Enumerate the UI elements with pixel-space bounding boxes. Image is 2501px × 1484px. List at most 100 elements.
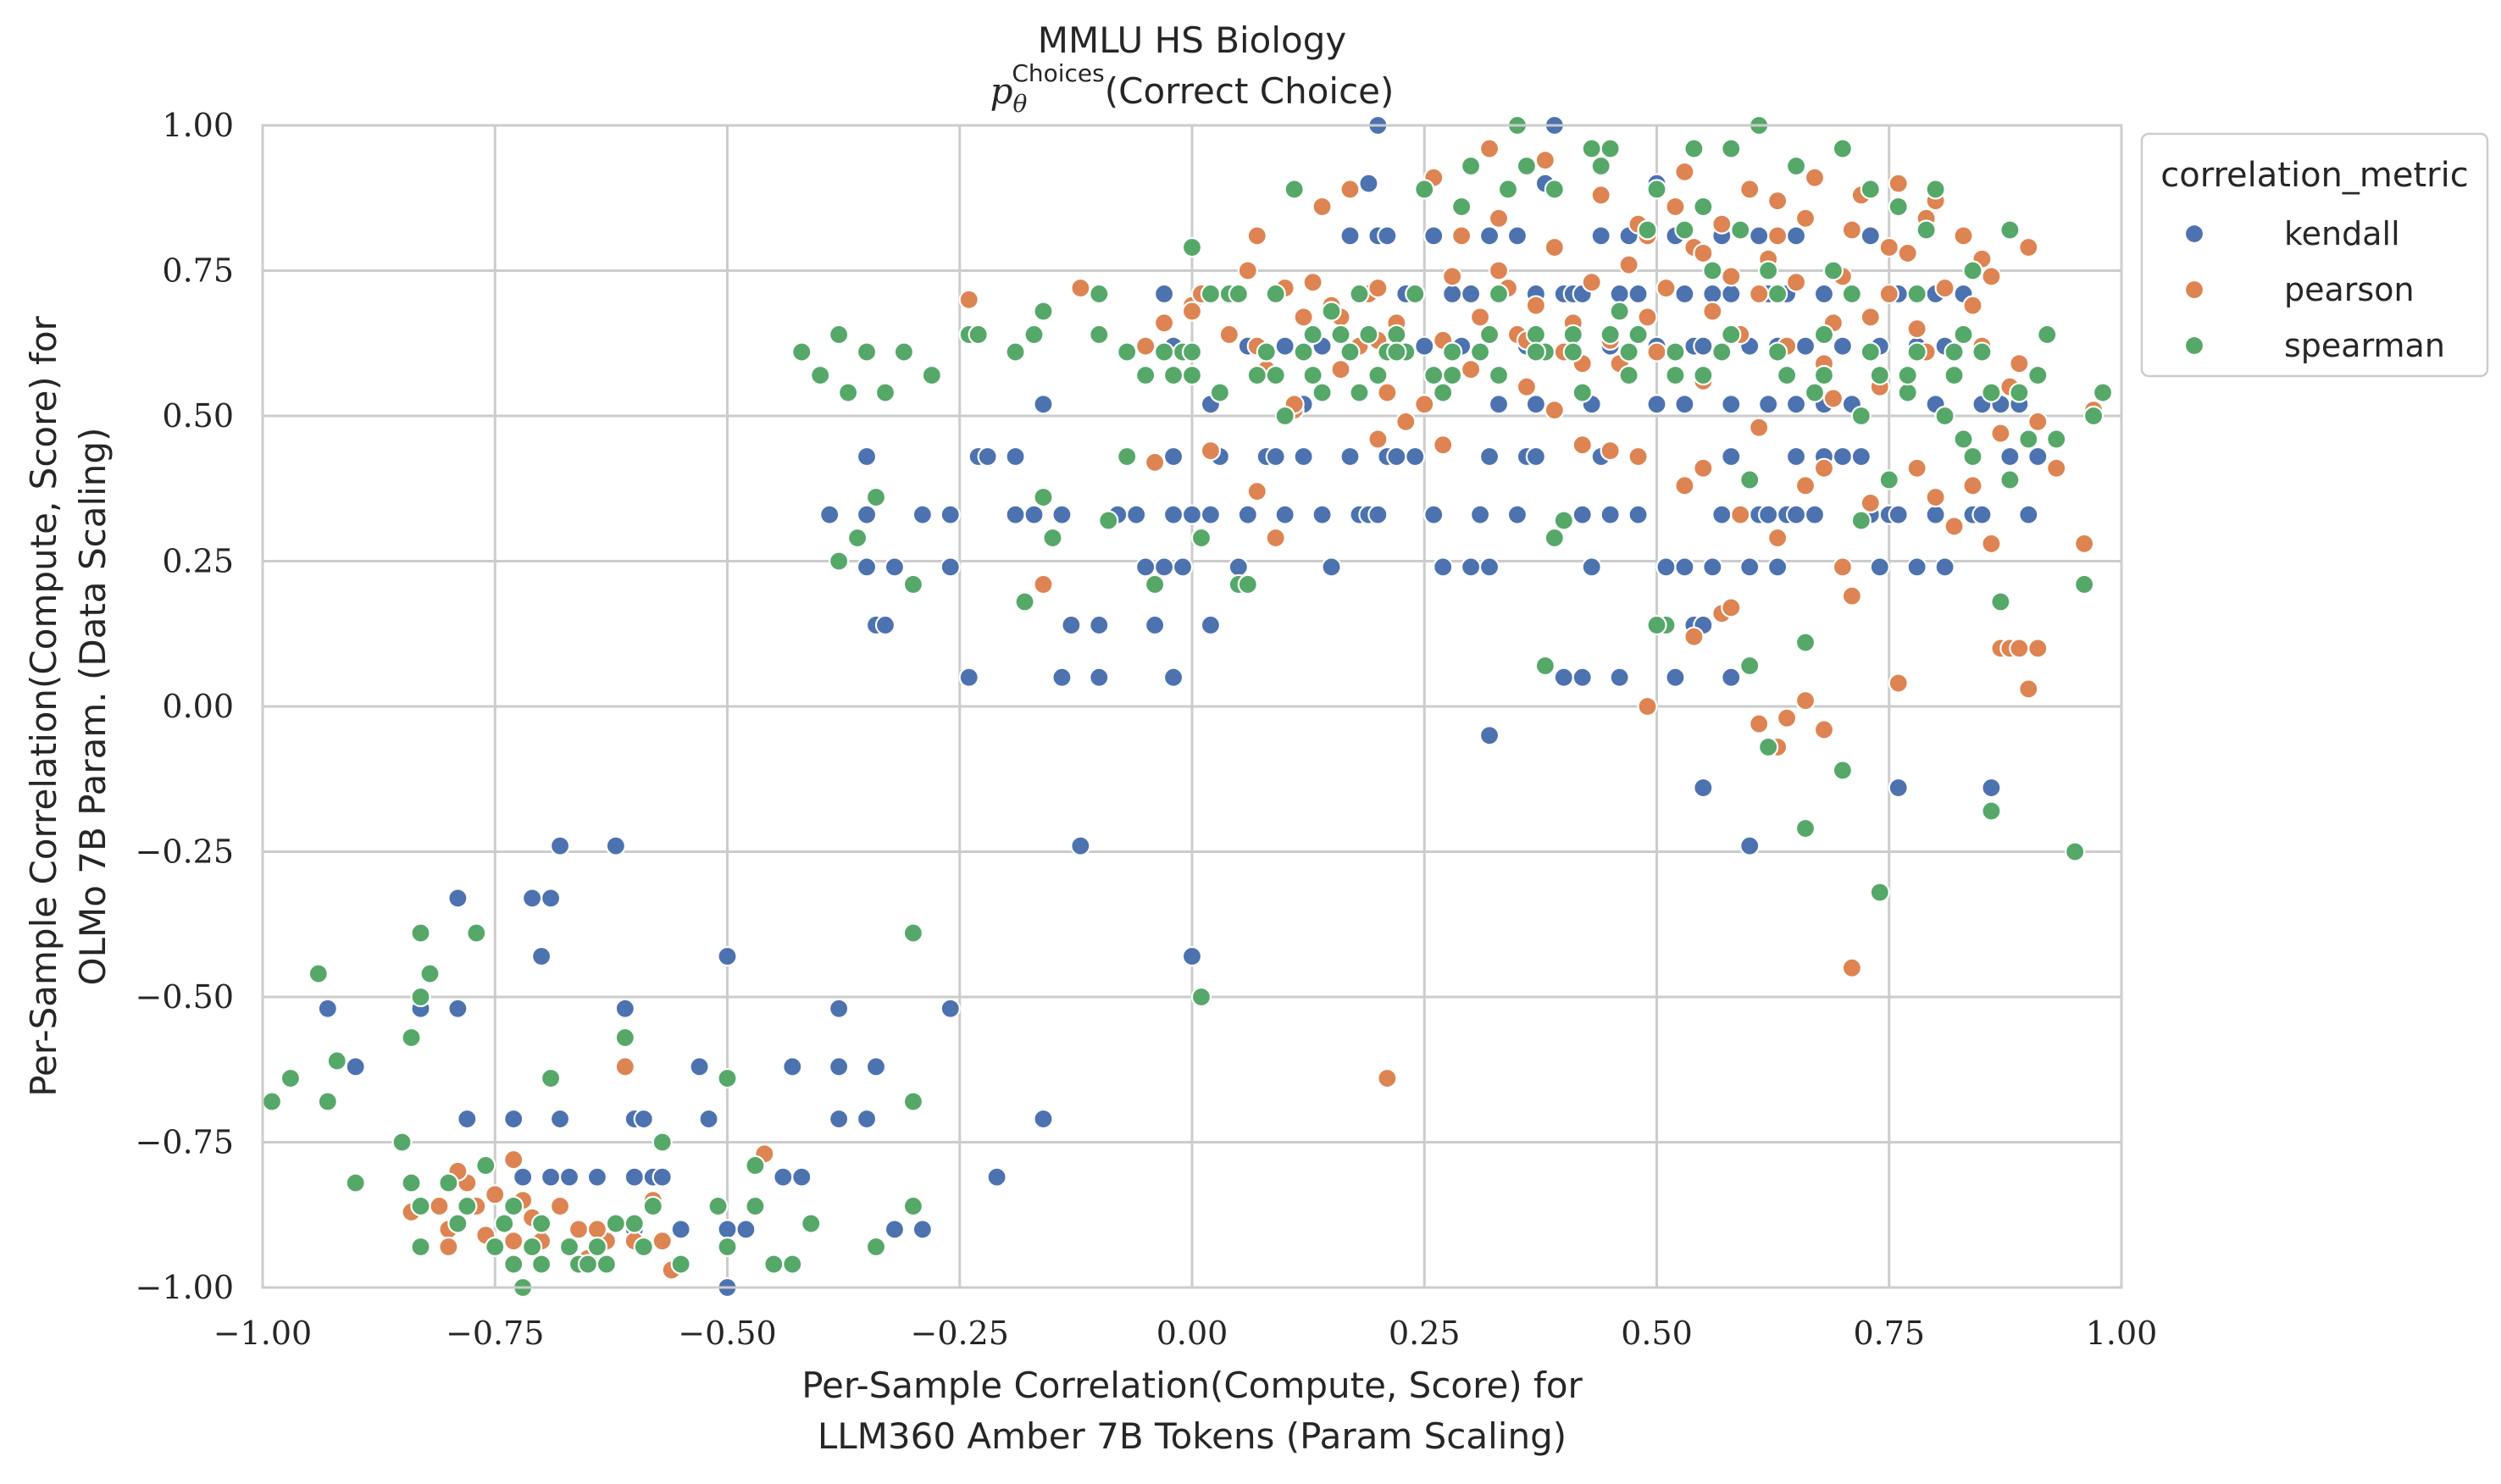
data-point-spearman bbox=[1600, 138, 1621, 159]
data-point-kendall bbox=[549, 835, 571, 856]
y-axis-label-line2: OLMo 7B Param. (Data Scaling) bbox=[72, 428, 114, 986]
legend-label-pearson: pearson bbox=[2284, 271, 2415, 308]
data-point-spearman bbox=[1981, 800, 2002, 822]
data-point-pearson bbox=[586, 1219, 608, 1240]
data-point-kendall bbox=[1478, 225, 1500, 246]
data-point-kendall bbox=[1405, 446, 1426, 468]
data-point-kendall bbox=[1749, 225, 1770, 246]
data-point-pearson bbox=[1488, 260, 1510, 281]
data-point-pearson bbox=[1544, 400, 1565, 421]
data-point-kendall bbox=[345, 1056, 366, 1077]
legend-marker-pearson bbox=[2183, 279, 2205, 301]
data-point-spearman bbox=[326, 1050, 347, 1071]
data-point-pearson bbox=[1442, 266, 1463, 287]
data-point-spearman bbox=[540, 1067, 562, 1089]
data-point-kendall bbox=[1721, 394, 1742, 415]
data-point-pearson bbox=[1460, 359, 1482, 380]
data-point-spearman bbox=[1442, 341, 1463, 363]
y-tick-label: −1.00 bbox=[136, 1269, 234, 1306]
data-point-kendall bbox=[1693, 777, 1714, 799]
data-point-kendall bbox=[1721, 446, 1742, 468]
data-point-spearman bbox=[466, 922, 487, 944]
data-point-spearman bbox=[1999, 219, 2021, 241]
data-point-kendall bbox=[317, 998, 338, 1019]
data-point-spearman bbox=[782, 1254, 803, 1275]
data-point-spearman bbox=[1730, 219, 1751, 241]
data-point-spearman bbox=[1153, 341, 1175, 363]
data-point-spearman bbox=[1033, 486, 1054, 508]
data-point-spearman bbox=[1711, 341, 1733, 363]
data-point-kendall bbox=[689, 1056, 710, 1077]
data-point-kendall bbox=[670, 1219, 691, 1240]
data-point-spearman bbox=[1665, 341, 1686, 363]
data-point-pearson bbox=[549, 1195, 571, 1217]
data-point-pearson bbox=[1600, 440, 1621, 462]
data-point-spearman bbox=[1860, 341, 1881, 363]
plot-frame bbox=[261, 124, 2123, 1289]
data-point-pearson bbox=[1395, 411, 1417, 432]
y-tick-label: −0.75 bbox=[136, 1124, 234, 1161]
data-point-spearman bbox=[1488, 364, 1510, 386]
data-point-spearman bbox=[1832, 760, 1853, 781]
data-point-spearman bbox=[2046, 429, 2067, 450]
data-point-spearman bbox=[1246, 364, 1267, 386]
data-point-kendall bbox=[624, 1166, 645, 1188]
data-point-kendall bbox=[530, 945, 552, 967]
data-point-pearson bbox=[1478, 138, 1500, 159]
data-point-kendall bbox=[1321, 556, 1342, 578]
data-point-spearman bbox=[1228, 283, 1249, 305]
data-point-pearson bbox=[568, 1219, 590, 1240]
data-point-pearson bbox=[1721, 597, 1742, 618]
data-point-kendall bbox=[958, 667, 979, 688]
y-axis-label-line1: Per-Sample Correlation(Compute, Score) f… bbox=[23, 315, 64, 1096]
data-point-kendall bbox=[1228, 556, 1249, 578]
data-point-pearson bbox=[1794, 690, 1816, 712]
data-point-kendall bbox=[1739, 556, 1761, 578]
data-point-kendall bbox=[717, 1219, 738, 1240]
data-point-kendall bbox=[1609, 667, 1630, 688]
data-point-spearman bbox=[2037, 324, 2058, 346]
data-point-spearman bbox=[1265, 364, 1286, 386]
data-point-kendall bbox=[1070, 835, 1091, 856]
data-point-spearman bbox=[1739, 655, 1761, 677]
data-point-pearson bbox=[1414, 394, 1435, 415]
data-point-kendall bbox=[457, 1108, 478, 1130]
data-point-pearson bbox=[2018, 236, 2039, 258]
data-point-spearman bbox=[1944, 341, 1965, 363]
data-point-kendall bbox=[1200, 614, 1222, 636]
data-point-spearman bbox=[801, 1213, 822, 1234]
data-point-pearson bbox=[1841, 585, 1862, 606]
data-point-spearman bbox=[1423, 364, 1445, 386]
data-point-spearman bbox=[1721, 324, 1742, 346]
data-point-pearson bbox=[1767, 527, 1788, 549]
data-point-kendall bbox=[1674, 394, 1695, 415]
data-point-pearson bbox=[503, 1149, 524, 1171]
data-point-pearson bbox=[485, 1184, 506, 1205]
x-axis-label-line1: Per-Sample Correlation(Compute, Score) f… bbox=[801, 1365, 1583, 1406]
data-point-pearson bbox=[1330, 359, 1351, 380]
data-point-kendall bbox=[782, 1056, 803, 1077]
data-point-spearman bbox=[1683, 138, 1705, 159]
data-point-spearman bbox=[503, 1195, 524, 1217]
data-point-kendall bbox=[1888, 777, 1909, 799]
data-point-pearson bbox=[1878, 236, 1899, 258]
data-points bbox=[261, 114, 2114, 1298]
data-point-kendall bbox=[856, 504, 878, 525]
data-point-spearman bbox=[1339, 341, 1361, 363]
data-point-kendall bbox=[1339, 446, 1361, 468]
data-point-pearson bbox=[2027, 638, 2049, 659]
data-point-kendall bbox=[1377, 225, 1398, 246]
data-point-pearson bbox=[1218, 324, 1239, 346]
data-point-spearman bbox=[1906, 341, 1927, 363]
data-point-spearman bbox=[2009, 382, 2030, 403]
data-point-kendall bbox=[540, 888, 562, 909]
data-point-pearson bbox=[1785, 272, 1807, 293]
data-point-pearson bbox=[1962, 295, 1983, 316]
data-point-pearson bbox=[1749, 417, 1770, 438]
data-point-pearson bbox=[1804, 167, 1826, 188]
data-point-kendall bbox=[1181, 945, 1203, 967]
data-point-kendall bbox=[773, 1166, 794, 1188]
data-point-kendall bbox=[1785, 504, 1807, 525]
data-point-kendall bbox=[1367, 504, 1389, 525]
data-point-spearman bbox=[1033, 301, 1054, 322]
